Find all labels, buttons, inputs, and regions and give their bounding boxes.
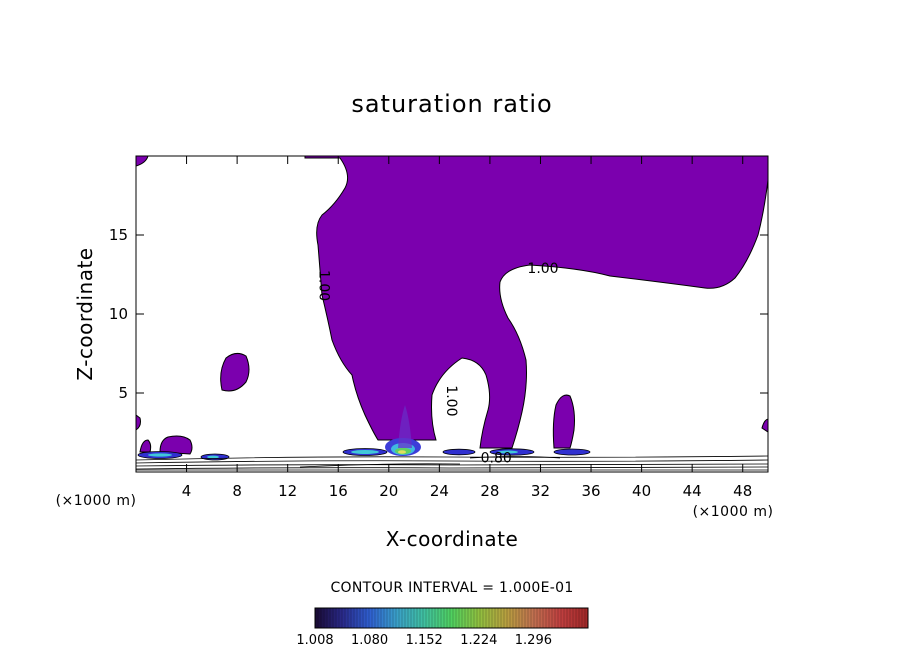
- x-tick-label: 32: [531, 482, 550, 500]
- x-tick-label: 20: [379, 482, 398, 500]
- x-tick-label: 12: [278, 482, 297, 500]
- bl-contour-6: [469, 456, 561, 459]
- cell-cyan-5: [498, 450, 518, 454]
- x-tick-label: 24: [430, 482, 449, 500]
- cell-cyan-0: [148, 453, 172, 457]
- contour-label: 1.00: [315, 270, 331, 301]
- bl-contour-2: [136, 463, 768, 467]
- bl-contour-1: [136, 459, 768, 464]
- left-top-patch: [136, 156, 149, 167]
- blob-x34: [552, 394, 575, 449]
- bl-contour-0: [136, 455, 768, 461]
- chart-title: saturation ratio: [351, 90, 552, 118]
- colorbar-tick-label: 1.152: [406, 633, 443, 648]
- y-tick-label: 10: [109, 305, 128, 323]
- colorbar-tick-label: 1.008: [296, 633, 333, 648]
- colorbar: 1.008 1.080 1.152 1.224 1.296: [296, 607, 589, 648]
- y-axis-label: Z-coordinate: [73, 247, 97, 380]
- cell-cyan-1: [207, 455, 219, 459]
- y-axis: 5 10 15: [109, 226, 768, 402]
- cell-yellow-3: [398, 450, 406, 454]
- x-tick-label: 16: [329, 482, 348, 500]
- contour-label: 1.00: [443, 385, 459, 416]
- x-tick-label: 48: [733, 482, 752, 500]
- blob-x6: [159, 435, 193, 455]
- y-unit-label: (×1000 m): [56, 493, 137, 509]
- bl-contour-5: [299, 463, 461, 468]
- x-tick-label: 36: [581, 482, 600, 500]
- blob-x2: [139, 439, 152, 453]
- contour-labels: 1.00 1.00 1.00 0.80: [315, 261, 558, 467]
- x-unit-label: (×1000 m): [693, 504, 774, 520]
- x-tick-label: 40: [632, 482, 651, 500]
- contour-label: 1.00: [527, 261, 558, 277]
- x-axis: 4 8 12 16 20 24 28 32 36 40 44 48: [182, 156, 752, 500]
- contour-interval-label: CONTOUR INTERVAL = 1.000E-01: [330, 580, 573, 596]
- blob-x8: [220, 352, 250, 392]
- supersaturated-region: [136, 156, 768, 455]
- cell-blue-4: [442, 448, 476, 456]
- x-tick-label: 8: [232, 482, 242, 500]
- cell-plume-column: [398, 405, 412, 448]
- main-plume: [304, 156, 768, 449]
- boundary-layer-contours: [136, 455, 768, 471]
- colorbar-tick-label: 1.080: [351, 633, 388, 648]
- x-tick-label: 28: [480, 482, 499, 500]
- y-tick-label: 5: [118, 384, 128, 402]
- colorbar-tick-label: 1.224: [460, 633, 497, 648]
- cell-blue-6: [553, 448, 591, 456]
- x-axis-label: X-coordinate: [386, 527, 519, 551]
- contour-label: 0.80: [481, 451, 512, 467]
- x-tick-label: 44: [683, 482, 702, 500]
- blob-left-edge: [136, 414, 141, 431]
- colorbar-tick-label: 1.296: [515, 633, 552, 648]
- colorbar-fill: [314, 607, 589, 629]
- colorbar-lines: [317, 608, 586, 628]
- x-tick-label: 4: [182, 482, 192, 500]
- y-tick-label: 15: [109, 226, 128, 244]
- bl-contour-3: [136, 466, 768, 470]
- colorbar-ticks: 1.008 1.080 1.152 1.224 1.296: [296, 633, 552, 648]
- blob-right-edge: [761, 418, 768, 433]
- low-level-cells: [137, 405, 591, 461]
- cell-cyan-2: [351, 450, 379, 454]
